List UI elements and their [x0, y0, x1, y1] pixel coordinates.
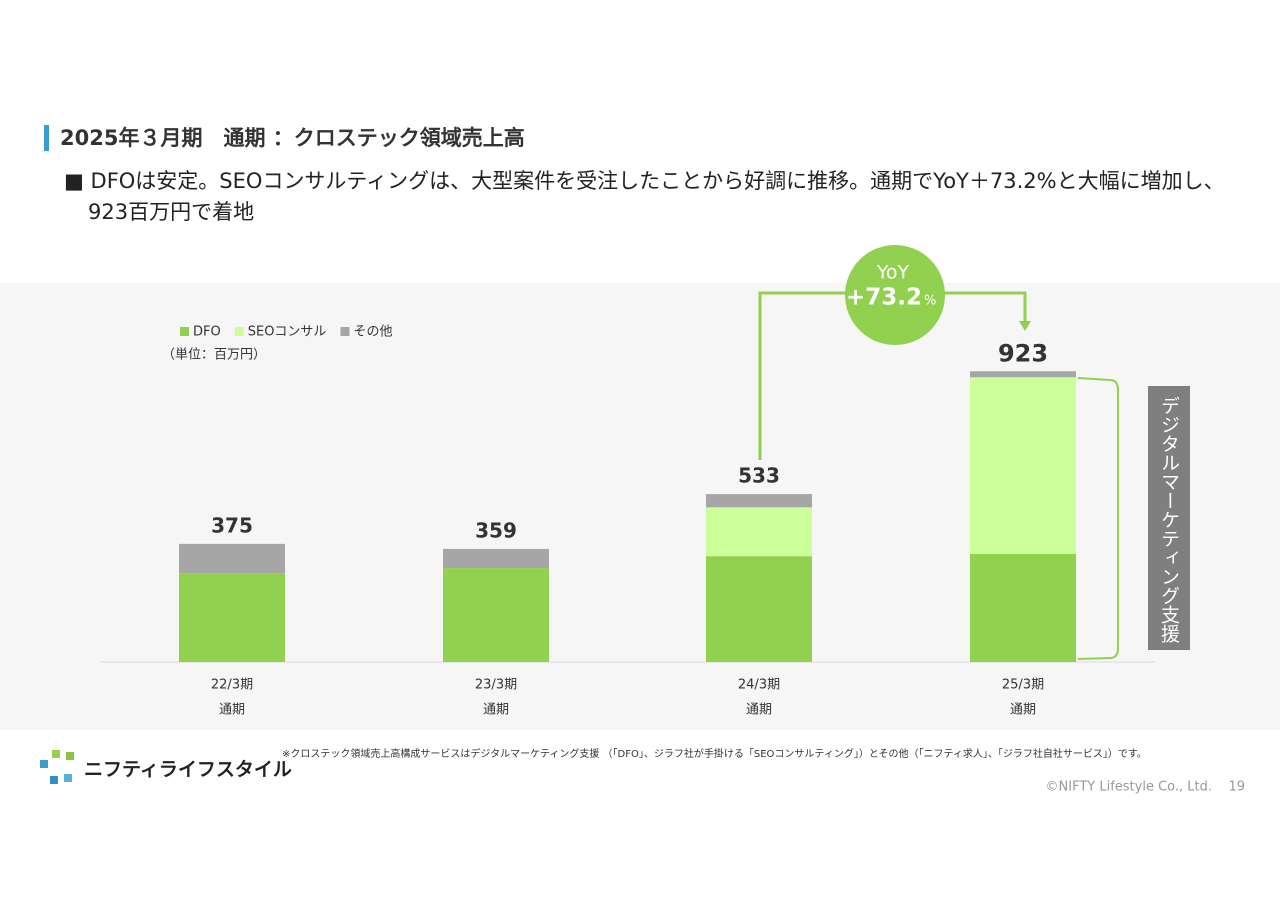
x-tick-label: 25/3期: [1002, 678, 1044, 693]
logo-dot: [50, 776, 58, 784]
page-number: 19: [1228, 780, 1245, 795]
yoy-value: +73.2: [846, 285, 922, 311]
x-tick-sublabel: 通期: [1010, 703, 1036, 718]
yoy-arrow: [1019, 321, 1031, 331]
logo-dot: [64, 774, 72, 782]
legend-label: SEOコンサル: [248, 325, 327, 340]
legend-swatch: [340, 327, 350, 336]
copyright: ©NIFTY Lifestyle Co., Ltd.: [1046, 780, 1212, 795]
side-box: [1148, 386, 1190, 650]
yoy-label: YoY: [876, 262, 910, 284]
bar-segment: [706, 556, 812, 662]
logo-dot: [40, 760, 48, 768]
total-label: 533: [738, 464, 780, 488]
logo-dot: [52, 750, 60, 758]
bar-segment: [443, 568, 549, 662]
title: 2025年３月期 通期 ：クロステック領域売上高: [60, 126, 525, 150]
bar-segment: [179, 543, 285, 574]
legend-swatch: [234, 327, 244, 336]
x-tick-sublabel: 通期: [483, 703, 509, 718]
bar-segment: [970, 377, 1076, 554]
yoy-unit: %: [924, 294, 936, 309]
bullet-text: DFOは安定。SEOコンサルティングは、大型案件を受注したことから好調に推移。通…: [88, 169, 1225, 224]
total-label: 375: [211, 513, 253, 537]
bracket: [1077, 377, 1119, 660]
logo-text: ニフティライフスタイル: [84, 759, 292, 781]
bar-segment: [706, 507, 812, 557]
x-tick-sublabel: 通期: [746, 703, 772, 718]
side-label: デジタルマーケティング支援: [1158, 396, 1180, 644]
title-marker: [44, 125, 49, 151]
bar-segment: [443, 548, 549, 569]
yoy-badge: [845, 245, 945, 345]
legend-swatch: [180, 327, 189, 336]
logo-dot: [66, 752, 74, 760]
total-label: 923: [998, 339, 1048, 367]
bar-segment: [970, 371, 1076, 378]
x-tick-sublabel: 通期: [219, 703, 245, 718]
legend-label: その他: [353, 325, 392, 340]
legend-label: DFO: [193, 325, 221, 340]
bar-segment: [706, 494, 812, 508]
bullet: ■ DFOは安定。SEOコンサルティングは、大型案件を受注したことから好調に推移…: [64, 169, 1225, 224]
unit-label: （単位：百万円）: [162, 347, 266, 363]
logo-mark: [40, 750, 74, 784]
x-tick-label: 23/3期: [475, 678, 517, 693]
footnote: ※クロステック領域売上高構成サービスはデジタルマーケティング支援 （「DFO」、…: [282, 747, 1147, 760]
x-tick-label: 22/3期: [211, 678, 253, 693]
bar-segment: [179, 573, 285, 662]
x-tick-label: 24/3期: [738, 678, 780, 693]
bar-segment: [970, 553, 1076, 662]
total-label: 359: [475, 518, 517, 542]
